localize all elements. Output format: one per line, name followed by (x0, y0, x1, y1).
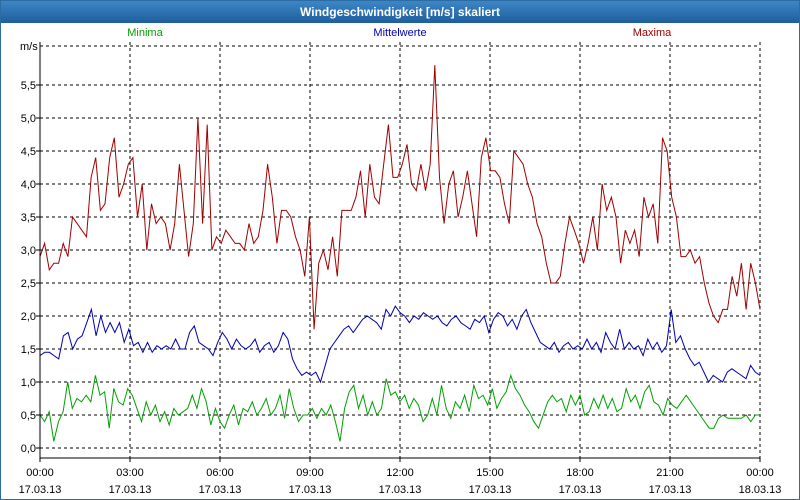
y-tick-label: 3,5 (21, 212, 36, 224)
x-tick-time-label: 21:00 (656, 467, 684, 479)
y-axis-label: m/s (20, 41, 38, 53)
legend-minima: Minima (127, 27, 163, 39)
x-tick-date-label: 17.03.13 (109, 484, 152, 496)
y-tick-label: 1,0 (21, 377, 36, 389)
x-tick-time-label: 03:00 (116, 467, 144, 479)
x-tick-time-label: 18:00 (566, 467, 594, 479)
x-tick-time-label: 00:00 (26, 467, 54, 479)
y-tick-label: 5,5 (21, 80, 36, 92)
x-tick-date-label: 17.03.13 (559, 484, 602, 496)
x-tick-time-label: 09:00 (296, 467, 324, 479)
y-tick-label: 2,5 (21, 278, 36, 290)
x-tick-date-label: 17.03.13 (19, 484, 62, 496)
x-tick-time-label: 12:00 (386, 467, 414, 479)
x-tick-time-label: 06:00 (206, 467, 234, 479)
x-tick-date-label: 17.03.13 (379, 484, 422, 496)
x-tick-date-label: 17.03.13 (649, 484, 692, 496)
chart-grid (40, 42, 761, 458)
y-tick-label: 1,5 (21, 344, 36, 356)
x-tick-date-label: 17.03.13 (289, 484, 332, 496)
series-line-maxima (39, 65, 761, 330)
y-tick-label: 0,0 (21, 443, 36, 455)
x-tick-time-label: 15:00 (476, 467, 504, 479)
legend-maxima: Maxima (633, 27, 672, 39)
chart-series (39, 65, 761, 442)
x-tick-date-label: 17.03.13 (199, 484, 242, 496)
x-tick-date-label: 17.03.13 (469, 484, 512, 496)
chart-axes: 0,0 0,5 1,0 1,5 2,0 2,5 3,0 3,5 4,0 4,5 5,0 5,5 00:0… (19, 42, 782, 496)
y-tick-label: 5,0 (21, 113, 36, 125)
y-tick-label: 4,5 (21, 146, 36, 158)
window-title: Windgeschwindigkeit [m/s] skaliert (1, 1, 799, 23)
legend-mittelwerte: Mittelwerte (373, 27, 426, 39)
series-line-mittelwerte (39, 305, 761, 384)
x-tick-date-label: 18.03.13 (739, 484, 782, 496)
y-tick-label: 3,0 (21, 245, 36, 257)
x-tick-time-label: 00:00 (746, 467, 774, 479)
y-tick-label: 4,0 (21, 179, 36, 191)
y-tick-label: 2,0 (21, 311, 36, 323)
series-line-minima (39, 373, 760, 442)
y-tick-label: 0,5 (21, 410, 36, 422)
